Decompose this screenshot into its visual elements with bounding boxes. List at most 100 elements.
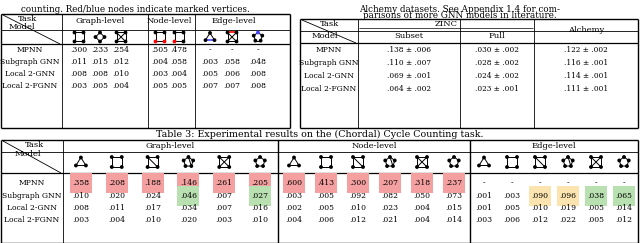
Circle shape xyxy=(620,165,622,167)
Circle shape xyxy=(257,31,259,34)
Circle shape xyxy=(453,156,455,158)
Text: .046: .046 xyxy=(180,192,197,200)
Text: .003: .003 xyxy=(504,192,520,200)
Circle shape xyxy=(227,40,228,43)
Circle shape xyxy=(600,156,602,158)
Circle shape xyxy=(590,156,592,158)
Text: -: - xyxy=(511,179,513,187)
Text: .011: .011 xyxy=(108,204,125,212)
Bar xyxy=(283,173,305,193)
Text: counting. Red/blue nodes indicate marked vertices.: counting. Red/blue nodes indicate marked… xyxy=(20,5,250,14)
Text: .111 ± .001: .111 ± .001 xyxy=(564,85,608,93)
Text: .004: .004 xyxy=(285,216,303,224)
Text: .023 ± .001: .023 ± .001 xyxy=(475,85,519,93)
Text: .038: .038 xyxy=(588,192,605,200)
Circle shape xyxy=(147,156,148,158)
Circle shape xyxy=(293,156,295,159)
Text: Full: Full xyxy=(488,32,506,40)
Circle shape xyxy=(173,40,176,43)
Text: .069 ± .001: .069 ± .001 xyxy=(387,72,431,80)
Circle shape xyxy=(163,31,166,34)
Text: .003: .003 xyxy=(202,58,219,66)
Text: .010: .010 xyxy=(349,204,367,212)
Text: Edge-level: Edge-level xyxy=(532,142,576,150)
Text: .318: .318 xyxy=(413,179,431,187)
Circle shape xyxy=(236,40,237,43)
Circle shape xyxy=(83,31,84,34)
Text: Task: Task xyxy=(19,15,38,23)
Text: .006: .006 xyxy=(504,216,520,224)
Circle shape xyxy=(261,35,264,37)
Text: .005: .005 xyxy=(317,204,335,212)
Circle shape xyxy=(426,156,428,158)
Circle shape xyxy=(259,39,262,42)
Text: .114 ± .001: .114 ± .001 xyxy=(564,72,608,80)
Circle shape xyxy=(426,166,428,168)
Circle shape xyxy=(228,166,230,168)
Text: .138 ± .006: .138 ± .006 xyxy=(387,46,431,54)
Text: .030 ± .002: .030 ± .002 xyxy=(475,46,519,54)
Text: .017: .017 xyxy=(144,204,161,212)
Circle shape xyxy=(448,159,451,162)
Text: .020: .020 xyxy=(180,216,197,224)
Text: .010: .010 xyxy=(252,216,269,224)
Text: .016: .016 xyxy=(252,204,269,212)
Circle shape xyxy=(218,166,220,168)
Text: .208: .208 xyxy=(108,179,125,187)
Bar xyxy=(70,173,92,193)
Text: .007: .007 xyxy=(223,82,241,90)
Text: .023: .023 xyxy=(381,204,399,212)
Text: Model: Model xyxy=(15,150,42,158)
Bar xyxy=(213,173,236,193)
Circle shape xyxy=(115,31,118,34)
Text: .058: .058 xyxy=(223,58,241,66)
Text: Local 2-FGNN: Local 2-FGNN xyxy=(301,85,356,93)
Text: .006: .006 xyxy=(317,216,335,224)
Bar xyxy=(379,173,401,193)
Text: .003: .003 xyxy=(216,216,233,224)
Text: .012: .012 xyxy=(531,216,548,224)
Circle shape xyxy=(124,31,127,34)
Text: .478: .478 xyxy=(170,46,188,54)
Circle shape xyxy=(298,164,300,167)
Text: MPNN: MPNN xyxy=(17,46,43,54)
Text: .005: .005 xyxy=(152,82,168,90)
Text: .028 ± .002: .028 ± .002 xyxy=(475,59,519,67)
Text: .600: .600 xyxy=(285,179,303,187)
Text: .007: .007 xyxy=(216,192,233,200)
Text: Edge-level: Edge-level xyxy=(212,17,256,25)
Text: .005: .005 xyxy=(317,192,335,200)
Text: .300: .300 xyxy=(70,46,88,54)
Circle shape xyxy=(120,156,123,158)
Text: Model: Model xyxy=(9,23,35,31)
Text: .011: .011 xyxy=(70,58,88,66)
Bar xyxy=(177,173,200,193)
Text: .505: .505 xyxy=(152,46,168,54)
Circle shape xyxy=(562,159,564,162)
Text: -: - xyxy=(230,46,234,54)
Text: .082: .082 xyxy=(381,192,399,200)
Text: Table 3: Experimental results on the (Chordal) Cycle Counting task.: Table 3: Experimental results on the (Ch… xyxy=(156,130,484,139)
Circle shape xyxy=(80,156,82,159)
Circle shape xyxy=(262,165,264,167)
Text: .004: .004 xyxy=(170,70,188,78)
Text: .007: .007 xyxy=(202,82,218,90)
Bar xyxy=(315,173,337,193)
Text: .001: .001 xyxy=(476,204,493,212)
Text: -: - xyxy=(566,179,570,187)
Text: Graph-level: Graph-level xyxy=(76,17,125,25)
Text: .005: .005 xyxy=(92,82,109,90)
Circle shape xyxy=(516,166,518,168)
Circle shape xyxy=(330,166,332,168)
Circle shape xyxy=(362,156,364,158)
Circle shape xyxy=(288,164,290,167)
Text: .004: .004 xyxy=(152,58,168,66)
Circle shape xyxy=(600,166,602,168)
Text: .003: .003 xyxy=(70,82,88,90)
Circle shape xyxy=(74,40,76,43)
Text: .188: .188 xyxy=(144,179,161,187)
Text: MPNN: MPNN xyxy=(316,46,342,54)
Circle shape xyxy=(188,156,189,158)
Circle shape xyxy=(483,156,485,159)
Circle shape xyxy=(154,31,157,34)
